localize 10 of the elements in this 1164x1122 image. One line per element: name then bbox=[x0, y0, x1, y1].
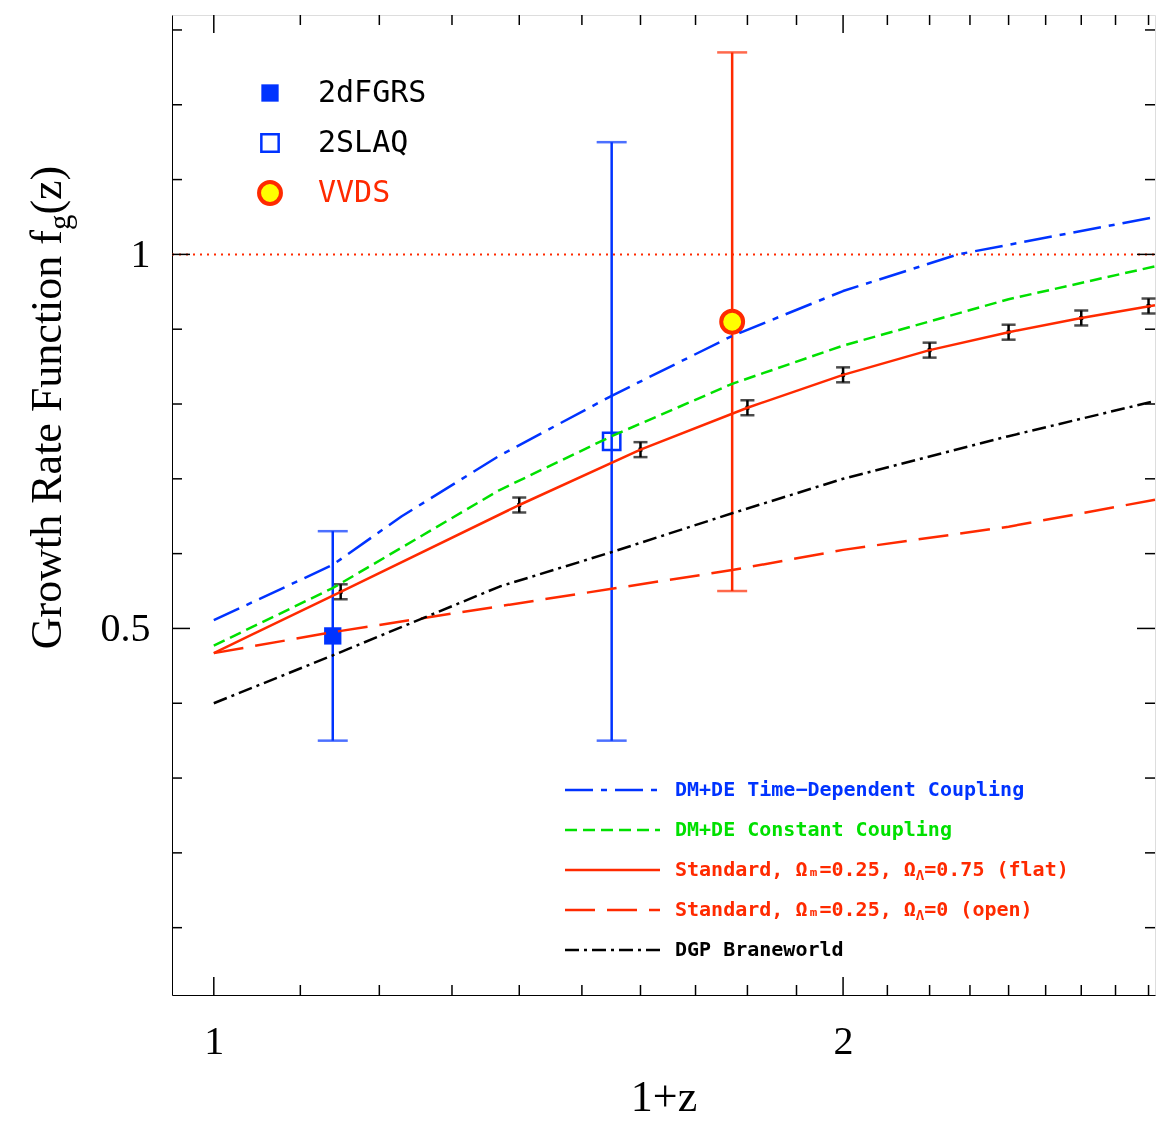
legend-label: 2dFGRS bbox=[318, 74, 427, 109]
legend-label: 2SLAQ bbox=[318, 124, 409, 159]
legend-label: DGP Braneworld bbox=[675, 937, 844, 961]
x-tick-label: 2 bbox=[833, 1017, 854, 1063]
x-axis-title: 1+z bbox=[630, 1071, 698, 1121]
y-axis-title: Growth Rate Function fg(z) bbox=[22, 165, 78, 650]
legend-label: VVDS bbox=[318, 174, 391, 209]
legend-label: DM+DE Time−Dependent Coupling bbox=[675, 777, 1025, 801]
y-tick-label: 0.5 bbox=[100, 604, 151, 650]
legend-label: DM+DE Constant Coupling bbox=[675, 817, 952, 841]
